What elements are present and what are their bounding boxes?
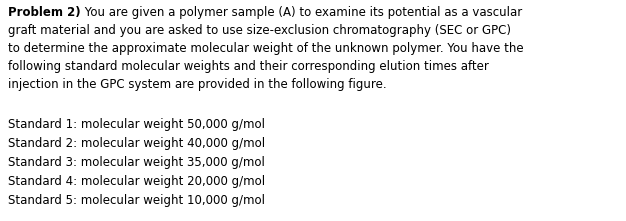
Text: Problem 2): Problem 2) [8, 6, 81, 19]
Text: to determine the approximate molecular weight of the unknown polymer. You have t: to determine the approximate molecular w… [8, 42, 523, 55]
Text: graft material and you are asked to use size-exclusion chromatography (SEC or GP: graft material and you are asked to use … [8, 24, 511, 37]
Text: Standard 1: molecular weight 50,000 g/mol: Standard 1: molecular weight 50,000 g/mo… [8, 118, 265, 131]
Text: Standard 3: molecular weight 35,000 g/mol: Standard 3: molecular weight 35,000 g/mo… [8, 156, 265, 169]
Text: Standard 5: molecular weight 10,000 g/mol: Standard 5: molecular weight 10,000 g/mo… [8, 194, 265, 207]
Text: Standard 2: molecular weight 40,000 g/mol: Standard 2: molecular weight 40,000 g/mo… [8, 137, 265, 150]
Text: Standard 4: molecular weight 20,000 g/mol: Standard 4: molecular weight 20,000 g/mo… [8, 175, 265, 188]
Text: You are given a polymer sample (A) to examine its potential as a vascular: You are given a polymer sample (A) to ex… [81, 6, 522, 19]
Text: following standard molecular weights and their corresponding elution times after: following standard molecular weights and… [8, 60, 489, 73]
Text: injection in the GPC system are provided in the following figure.: injection in the GPC system are provided… [8, 78, 387, 91]
